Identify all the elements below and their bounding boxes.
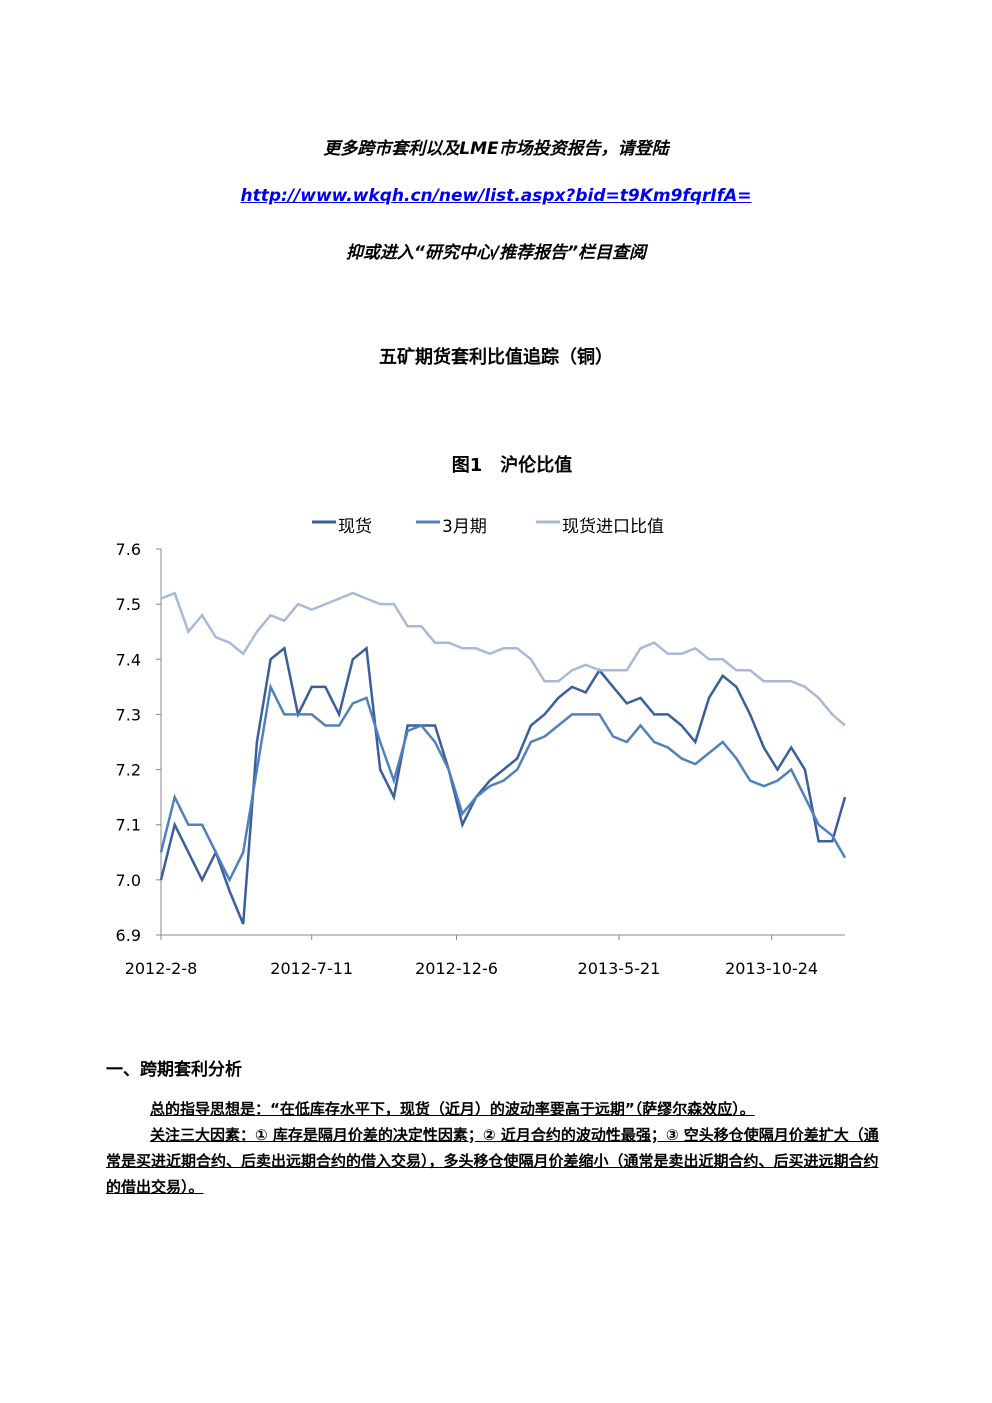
series-line (160, 591, 846, 727)
chart: 图1 沪伦比值 6.9 7.0 7.1 7.2 7.3 7.4 7.5 7.6 2012-2-8… (116, 454, 847, 978)
x-tick-label: 2013-5-21 (578, 959, 661, 978)
link[interactable]: http://www.wkqh.cn/new/list.aspx?bid=t9K… (240, 186, 752, 206)
y-tick-label: 7.3 (116, 705, 141, 724)
x-tick-label: 2013-10-24 (725, 959, 818, 978)
chart-title: 图1 沪伦比值 (452, 454, 573, 476)
y-tick-label: 7.2 (116, 761, 141, 780)
report-title: 五矿期货套利比值追踪（铜） (379, 347, 613, 368)
paragraph: 总的指导思想是：“在低库存水平下，现货（近月）的波动率要高于远期”（萨缪尔森效应… (150, 1100, 755, 1118)
series-line (159, 645, 847, 925)
y-tick-label: 6.9 (116, 926, 141, 945)
x-tick-label: 2012-7-11 (270, 959, 353, 978)
x-tick-label: 2012-2-8 (125, 959, 198, 978)
paragraph: 关注三大因素：① 库存是隔月价差的决定性因素；② 近月合约的波动性最强；③ 空头… (106, 1126, 879, 1196)
header-line: 更多跨市套利以及LME市场投资报告，请登陆 (323, 139, 669, 159)
x-tick-label: 2012-12-6 (415, 959, 498, 978)
y-tick-label: 7.1 (116, 816, 141, 835)
legend-label: 3月期 (442, 517, 487, 537)
legend-label: 现货进口比值 (562, 517, 664, 537)
section-heading: 一、跨期套利分析 (106, 1060, 242, 1080)
y-tick-label: 7.6 (116, 540, 141, 559)
y-tick-label: 7.5 (116, 595, 141, 614)
y-tick-label: 7.0 (116, 871, 141, 890)
header-line: 抑或进入“研究中心/推荐报告”栏目查阅 (345, 243, 647, 263)
y-tick-label: 7.4 (116, 650, 141, 669)
series-line (159, 682, 847, 883)
legend-label: 现货 (338, 517, 372, 537)
